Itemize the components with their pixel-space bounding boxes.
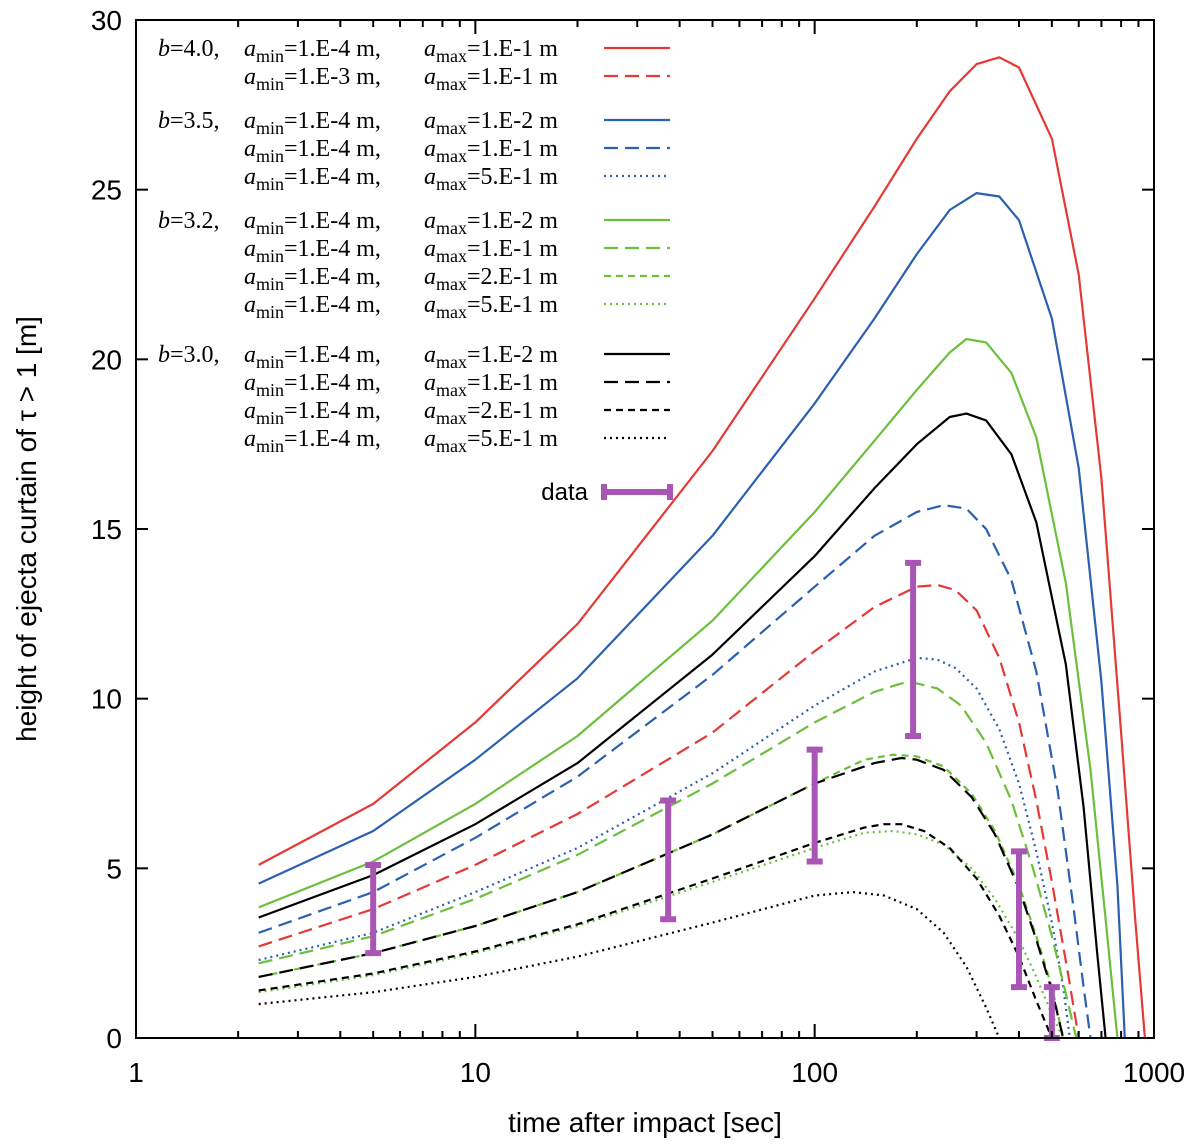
- legend-entry-2: amin=1.E-3 m, amax=1.E-1 m: [244, 64, 670, 94]
- tick-labels: 0 5 10 15 20 25 30 1 10 100 1000: [91, 5, 1185, 1088]
- legend-entry-9: amin=1.E-4 m, amax=5.E-1 m: [244, 292, 670, 322]
- svg-text:data: data: [541, 479, 588, 506]
- svg-text:amin=1.E-4 m,: amin=1.E-4 m,: [244, 292, 381, 322]
- series-line-11: [258, 756, 1065, 1038]
- series-line-13: [258, 891, 1001, 1038]
- svg-text:amax=1.E-1 m: amax=1.E-1 m: [424, 370, 558, 400]
- data-error-bar-1: [365, 861, 382, 957]
- series-line-9: [258, 829, 1065, 1038]
- data-error-bars: [365, 559, 1060, 1041]
- x-axis-title: time after impact [sec]: [508, 1107, 782, 1138]
- svg-text:amin=1.E-3 m,: amin=1.E-3 m,: [244, 64, 381, 94]
- svg-text:amin=1.E-4 m,: amin=1.E-4 m,: [244, 264, 381, 294]
- svg-text:amax=1.E-1 m: amax=1.E-1 m: [424, 236, 558, 266]
- svg-text:b=4.0,: b=4.0,: [158, 36, 220, 62]
- svg-text:amin=1.E-4 m,: amin=1.E-4 m,: [244, 370, 381, 400]
- x-tick-label: 10: [460, 1057, 491, 1088]
- legend-entry-data: data: [541, 479, 673, 506]
- y-tick-label: 10: [91, 684, 122, 715]
- legend-entry-12: amin=1.E-4 m, amax=2.E-1 m: [244, 398, 670, 428]
- x-tick-label: 1000: [1123, 1057, 1185, 1088]
- svg-text:amax=5.E-1 m: amax=5.E-1 m: [424, 426, 558, 456]
- y-tick-label: 5: [106, 853, 122, 884]
- series-line-7: [258, 682, 1078, 1038]
- y-tick-label: 20: [91, 344, 122, 375]
- svg-text:amin=1.E-4 m,: amin=1.E-4 m,: [244, 136, 381, 166]
- data-error-bar-5: [1010, 848, 1027, 991]
- data-error-bar-4: [905, 559, 922, 739]
- y-tick-label: 0: [106, 1023, 122, 1054]
- y-tick-label: 25: [91, 175, 122, 206]
- svg-text:amax=2.E-1 m: amax=2.E-1 m: [424, 264, 558, 294]
- series-line-12: [258, 823, 1053, 1038]
- legend-entry-6: b=3.2, amin=1.E-4 m, amax=1.E-2 m: [158, 208, 670, 238]
- svg-text:amin=1.E-4 m,: amin=1.E-4 m,: [244, 426, 381, 456]
- svg-text:amin=1.E-4 m,: amin=1.E-4 m,: [244, 208, 381, 238]
- series-line-5: [258, 656, 1071, 1038]
- svg-text:amax=2.E-1 m: amax=2.E-1 m: [424, 398, 558, 428]
- svg-text:amax=1.E-1 m: amax=1.E-1 m: [424, 36, 558, 66]
- data-error-bar-3: [806, 746, 823, 865]
- svg-text:amax=5.E-1 m: amax=5.E-1 m: [424, 292, 558, 322]
- svg-text:amin=1.E-4 m,: amin=1.E-4 m,: [244, 164, 381, 194]
- y-axis-title: height of ejecta curtain of τ > 1 [m]: [11, 316, 42, 742]
- axis-ticks: [136, 19, 1154, 1039]
- svg-text:amin=1.E-4 m,: amin=1.E-4 m,: [244, 108, 381, 138]
- legend-entry-5: amin=1.E-4 m, amax=5.E-1 m: [244, 164, 670, 194]
- data-error-bar-2: [660, 797, 677, 923]
- legend: b=4.0, amin=1.E-4 m, amax=1.E-1 mamin=1.E-…: [158, 36, 673, 506]
- svg-text:amin=1.E-4 m,: amin=1.E-4 m,: [244, 36, 381, 66]
- series-lines: [258, 56, 1146, 1038]
- svg-text:b=3.2,: b=3.2,: [158, 208, 220, 234]
- legend-entry-13: amin=1.E-4 m, amax=5.E-1 m: [244, 426, 670, 456]
- series-line-2: [258, 583, 1080, 1038]
- series-line-10: [258, 412, 1107, 1038]
- svg-text:b=3.5,: b=3.5,: [158, 108, 220, 134]
- y-tick-label: 30: [91, 5, 122, 36]
- legend-entry-3: b=3.5, amin=1.E-4 m, amax=1.E-2 m: [158, 108, 670, 138]
- series-line-4: [258, 504, 1092, 1038]
- svg-text:amin=1.E-4 m,: amin=1.E-4 m,: [244, 236, 381, 266]
- series-line-6: [258, 337, 1119, 1038]
- legend-entry-10: b=3.0, amin=1.E-4 m, amax=1.E-2 m: [158, 342, 670, 372]
- series-line-1: [258, 56, 1146, 1038]
- legend-entry-11: amin=1.E-4 m, amax=1.E-1 m: [244, 370, 670, 400]
- svg-text:amax=1.E-2 m: amax=1.E-2 m: [424, 342, 558, 372]
- svg-text:amax=5.E-1 m: amax=5.E-1 m: [424, 164, 558, 194]
- svg-text:b=3.0,: b=3.0,: [158, 342, 220, 368]
- svg-text:amin=1.E-4 m,: amin=1.E-4 m,: [244, 398, 381, 428]
- x-tick-label: 1: [128, 1057, 144, 1088]
- legend-entry-7: amin=1.E-4 m, amax=1.E-1 m: [244, 236, 670, 266]
- y-tick-label: 15: [91, 514, 122, 545]
- svg-text:amax=1.E-1 m: amax=1.E-1 m: [424, 136, 558, 166]
- svg-text:amax=1.E-1 m: amax=1.E-1 m: [424, 64, 558, 94]
- legend-entry-4: amin=1.E-4 m, amax=1.E-1 m: [244, 136, 670, 166]
- svg-text:amax=1.E-2 m: amax=1.E-2 m: [424, 208, 558, 238]
- x-tick-label: 100: [791, 1057, 838, 1088]
- series-line-3: [258, 192, 1126, 1038]
- legend-entry-8: amin=1.E-4 m, amax=2.E-1 m: [244, 264, 670, 294]
- legend-entry-1: b=4.0, amin=1.E-4 m, amax=1.E-1 m: [158, 36, 670, 66]
- svg-text:amin=1.E-4 m,: amin=1.E-4 m,: [244, 342, 381, 372]
- svg-text:amax=1.E-2 m: amax=1.E-2 m: [424, 108, 558, 138]
